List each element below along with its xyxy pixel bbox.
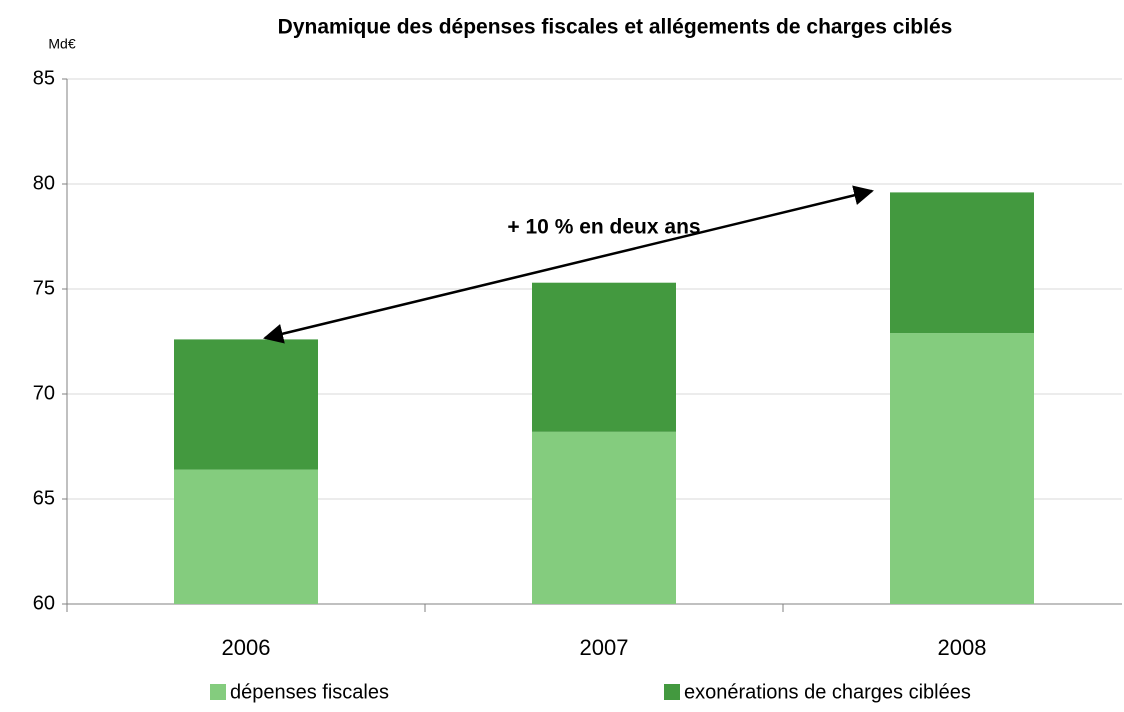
annotation: + 10 % en deux ans — [507, 216, 700, 239]
y-tick-label: 85 — [33, 67, 55, 89]
legend-swatch — [664, 684, 680, 700]
legend-label: dépenses fiscales — [230, 681, 389, 703]
y-axis-label: Md€ — [48, 36, 75, 52]
chart-title: Dynamique des dépenses fiscales et allég… — [278, 16, 953, 39]
bar-segment — [532, 431, 676, 604]
legend-swatch — [210, 684, 226, 700]
y-tick-label: 65 — [33, 487, 55, 509]
bar-segment — [174, 339, 318, 470]
y-tick-label: 75 — [33, 277, 55, 299]
bar-segment — [890, 333, 1034, 604]
y-tick-label: 70 — [33, 382, 55, 404]
bar-segment — [532, 282, 676, 432]
bar-segment — [174, 469, 318, 604]
annotation-arrow — [263, 185, 874, 344]
legend-label: exonérations de charges ciblées — [684, 681, 971, 703]
bar-segment — [890, 192, 1034, 334]
x-tick-label: 2008 — [938, 635, 987, 660]
x-tick-label: 2006 — [222, 635, 271, 660]
y-tick-label: 60 — [33, 592, 55, 614]
y-tick-label: 80 — [33, 172, 55, 194]
plot-area: 60 65 70 75 80 85 2006 2007 2008 — [33, 67, 1122, 660]
x-tick-label: 2007 — [580, 635, 629, 660]
